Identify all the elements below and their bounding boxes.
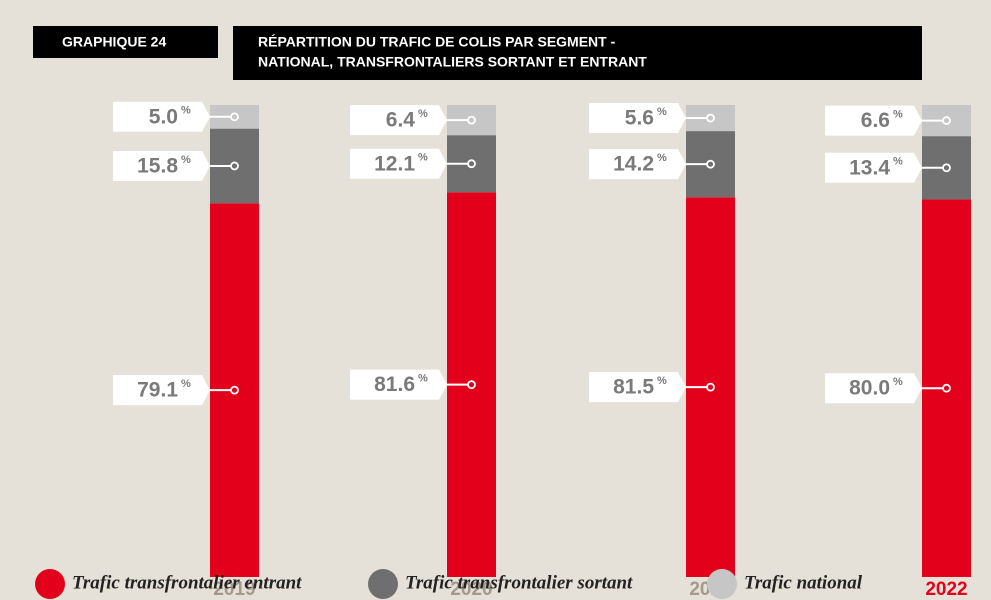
leader-dot [706, 159, 715, 169]
label-box [825, 105, 922, 136]
title-line: RÉPARTITION DU TRAFIC DE COLIS PAR SEGME… [258, 34, 616, 50]
value-label: 5.6 [625, 107, 654, 130]
value-unit: % [181, 105, 191, 117]
leader-dot [942, 383, 951, 393]
value-label: 12.1 [374, 152, 415, 175]
value-label: 13.4 [849, 156, 890, 179]
value-unit: % [418, 152, 428, 164]
leader-dot [230, 161, 239, 171]
value-unit: % [418, 108, 428, 120]
badge: GRAPHIQUE 24 [62, 34, 166, 50]
label-box [589, 103, 686, 134]
legend-swatch [368, 569, 398, 599]
value-label: 80.0 [849, 377, 890, 400]
value-unit: % [418, 373, 428, 385]
leader-dot [706, 382, 715, 392]
title-box [233, 26, 922, 80]
value-unit: % [657, 106, 667, 118]
leader-dot [467, 159, 476, 169]
label-box [825, 152, 922, 183]
value-label: 6.4 [386, 109, 416, 132]
x-tick-label: 2019 [213, 579, 255, 600]
legend-label: Trafic national [744, 572, 863, 593]
value-label: 14.2 [613, 153, 654, 176]
value-label: 5.0 [149, 105, 178, 128]
badge-box [33, 26, 218, 58]
value-label: 6.6 [861, 109, 890, 132]
label-box [589, 149, 686, 180]
leader-dot [942, 116, 951, 125]
leader-dot [230, 112, 239, 122]
value-unit: % [657, 375, 667, 387]
label-box [113, 101, 210, 132]
legend-swatch [35, 569, 65, 599]
x-tick-label: 2020 [450, 579, 492, 600]
title-line: NATIONAL, TRANSFRONTALIERS SORTANT ET EN… [258, 54, 647, 70]
value-unit: % [893, 376, 903, 388]
label-box [113, 375, 210, 406]
value-label: 81.5 [613, 376, 654, 399]
label-box [589, 372, 686, 403]
label-box [350, 148, 447, 179]
leader-dot [706, 113, 715, 123]
value-label: 79.1 [137, 379, 178, 402]
value-unit: % [657, 152, 667, 164]
value-unit: % [181, 154, 191, 166]
label-box [825, 373, 922, 404]
legend-label: Trafic transfrontalier sortant [405, 572, 633, 593]
label-box [350, 105, 447, 136]
label-box [113, 150, 210, 181]
leader-dot [467, 380, 476, 390]
bar-segment [210, 105, 259, 129]
leader-dot [942, 163, 951, 173]
legend-label: Trafic transfrontalier entrant [72, 572, 302, 593]
leader-dot [230, 385, 239, 395]
value-unit: % [893, 156, 903, 168]
leader-dot [467, 115, 476, 125]
x-tick-label: 2022 [925, 579, 967, 600]
value-label: 81.6 [374, 373, 415, 396]
legend-swatch [707, 569, 737, 599]
label-box [350, 369, 447, 400]
value-unit: % [893, 108, 903, 120]
value-label: 15.8 [137, 154, 178, 177]
value-unit: % [181, 378, 191, 390]
